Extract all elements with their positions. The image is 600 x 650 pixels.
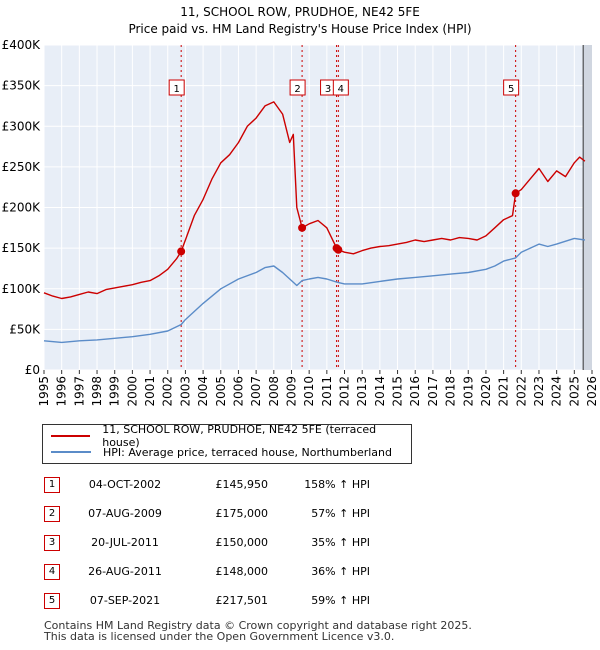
y-tick-label: £100K bbox=[2, 282, 42, 296]
sale-number: 4 bbox=[44, 563, 60, 580]
sale-date: 20-JUL-2011 bbox=[91, 536, 159, 549]
future-shade bbox=[583, 45, 592, 370]
series-line-hpi bbox=[43, 237, 586, 344]
x-tick-label: 2007 bbox=[249, 376, 263, 407]
series-line-property bbox=[43, 101, 586, 300]
legend-item-hpi: HPI: Average price, terraced house, Nort… bbox=[51, 444, 392, 460]
sale-box bbox=[332, 79, 349, 96]
legend: 11, SCHOOL ROW, PRUDHOE, NE42 5FE (terra… bbox=[42, 423, 412, 464]
x-tick-label: 2015 bbox=[391, 376, 405, 407]
x-tick-label: 2009 bbox=[284, 376, 298, 407]
sale-box-label: 1 bbox=[173, 84, 179, 95]
sale-box-label: 5 bbox=[508, 84, 514, 95]
sale-price: £145,950 bbox=[215, 478, 269, 491]
x-tick-label: 2010 bbox=[302, 376, 316, 407]
x-tick-label: 2013 bbox=[355, 376, 369, 407]
chart-subtitle: Price paid vs. HM Land Registry's House … bbox=[128, 22, 471, 36]
sale-number: 1 bbox=[44, 476, 60, 493]
sale-price: £150,000 bbox=[215, 536, 269, 549]
x-tick-label: 2018 bbox=[444, 376, 458, 407]
table-row: 1 04-OCT-2002 £145,950 158% ↑ HPI bbox=[44, 470, 370, 499]
y-tick-label: £350K bbox=[2, 79, 42, 93]
x-tick-label: 2012 bbox=[338, 376, 352, 407]
x-tick-label: 2001 bbox=[143, 376, 157, 407]
x-tick-label: 2003 bbox=[178, 376, 192, 407]
x-tick-label: 2021 bbox=[497, 376, 511, 407]
x-tick-label: 1999 bbox=[108, 376, 122, 407]
x-tick-label: 2006 bbox=[231, 376, 245, 407]
table-row: 4 26-AUG-2011 £148,000 36% ↑ HPI bbox=[44, 557, 370, 586]
x-tick-label: 1995 bbox=[37, 376, 51, 407]
x-tick-label: 2024 bbox=[550, 376, 564, 407]
x-tick-label: 2000 bbox=[125, 376, 139, 407]
table-row: 2 07-AUG-2009 £175,000 57% ↑ HPI bbox=[44, 499, 370, 528]
sale-marker bbox=[298, 223, 307, 232]
x-tick-label: 2014 bbox=[373, 376, 387, 407]
y-tick-label: £250K bbox=[2, 160, 42, 174]
x-tick-label: 2016 bbox=[408, 376, 422, 407]
sale-price: £148,000 bbox=[215, 565, 269, 578]
x-tick-label: 1996 bbox=[55, 376, 69, 407]
x-tick-label: 2005 bbox=[214, 376, 228, 407]
footer-license: This data is licensed under the Open Gov… bbox=[44, 630, 395, 643]
table-row: 3 20-JUL-2011 £150,000 35% ↑ HPI bbox=[44, 528, 370, 557]
sale-box-label: 4 bbox=[338, 84, 344, 95]
x-tick-label: 2011 bbox=[320, 376, 334, 407]
sale-date: 04-OCT-2002 bbox=[88, 478, 162, 491]
sale-date: 26-AUG-2011 bbox=[88, 565, 162, 578]
sale-hpi: 57% ↑ HPI bbox=[311, 507, 370, 520]
sale-hpi: 36% ↑ HPI bbox=[311, 565, 370, 578]
y-tick-label: £50K bbox=[9, 322, 41, 336]
sale-date: 07-AUG-2009 bbox=[88, 507, 162, 520]
sale-marker bbox=[334, 245, 343, 254]
chart-title: 11, SCHOOL ROW, PRUDHOE, NE42 5FE bbox=[180, 5, 420, 19]
sale-box bbox=[503, 79, 520, 96]
legend-label-property: 11, SCHOOL ROW, PRUDHOE, NE42 5FE (terra… bbox=[102, 423, 377, 449]
x-tick-label: 2004 bbox=[196, 376, 210, 407]
x-tick-label: 2023 bbox=[532, 376, 546, 407]
sales-table: 1 04-OCT-2002 £145,950 158% ↑ HPI 2 07-A… bbox=[44, 470, 370, 615]
sale-price: £175,000 bbox=[215, 507, 269, 520]
x-tick-label: 1998 bbox=[90, 376, 104, 407]
sale-hpi: 35% ↑ HPI bbox=[311, 536, 370, 549]
x-tick-label: 2025 bbox=[567, 376, 581, 407]
x-tick-label: 2017 bbox=[426, 376, 440, 407]
x-tick-label: 2008 bbox=[267, 376, 281, 407]
legend-item-property: 11, SCHOOL ROW, PRUDHOE, NE42 5FE (terra… bbox=[51, 423, 411, 449]
footer-copyright: Contains HM Land Registry data © Crown c… bbox=[44, 619, 472, 632]
table-row: 5 07-SEP-2021 £217,501 59% ↑ HPI bbox=[44, 586, 370, 615]
y-tick-label: £0 bbox=[25, 363, 40, 377]
sale-box bbox=[168, 79, 185, 96]
x-tick-label: 1997 bbox=[72, 376, 86, 407]
y-tick-label: £200K bbox=[2, 201, 42, 215]
sale-box-label: 2 bbox=[294, 84, 300, 95]
legend-swatch-hpi bbox=[51, 451, 91, 453]
price-chart: 11, SCHOOL ROW, PRUDHOE, NE42 5FE Price … bbox=[2, 5, 599, 407]
sale-number: 5 bbox=[44, 592, 60, 609]
sale-marker bbox=[511, 189, 520, 198]
footer: Contains HM Land Registry data © Crown c… bbox=[44, 620, 472, 642]
sale-hpi: 158% ↑ HPI bbox=[304, 478, 370, 491]
sale-price: £217,501 bbox=[215, 594, 269, 607]
y-tick-label: £150K bbox=[2, 241, 42, 255]
sale-date: 07-SEP-2021 bbox=[89, 594, 161, 607]
sale-box-label: 3 bbox=[325, 84, 331, 95]
sale-marker bbox=[177, 247, 186, 256]
x-tick-label: 2002 bbox=[161, 376, 175, 407]
x-tick-label: 2022 bbox=[514, 376, 528, 407]
legend-swatch-property bbox=[51, 435, 91, 437]
sale-box bbox=[289, 79, 306, 96]
legend-label-hpi: HPI: Average price, terraced house, Nort… bbox=[103, 445, 392, 459]
x-tick-label: 2020 bbox=[479, 376, 493, 407]
y-tick-label: £400K bbox=[2, 38, 42, 52]
y-tick-label: £300K bbox=[2, 119, 42, 133]
x-tick-label: 2019 bbox=[461, 376, 475, 407]
sale-hpi: 59% ↑ HPI bbox=[311, 594, 370, 607]
sale-number: 3 bbox=[44, 534, 60, 551]
sale-number: 2 bbox=[44, 505, 60, 522]
x-tick-label: 2026 bbox=[585, 376, 599, 407]
